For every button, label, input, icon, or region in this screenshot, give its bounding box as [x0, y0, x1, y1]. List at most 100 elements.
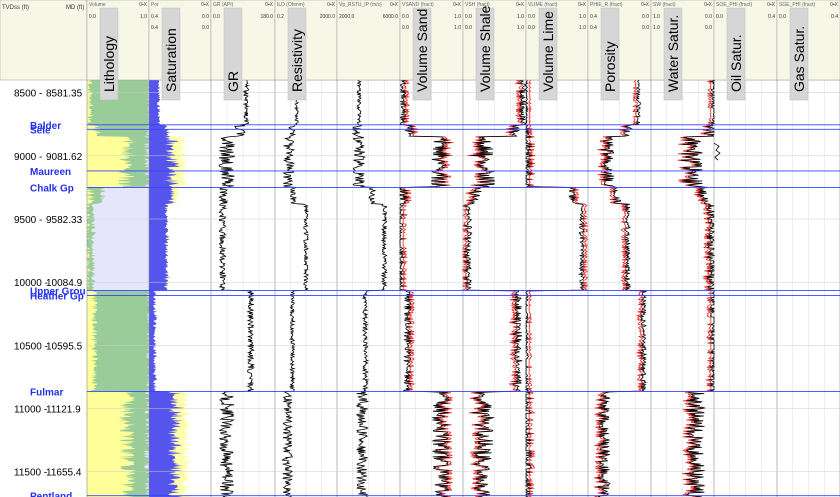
tvdss-tick-label: 11500 - — [14, 468, 47, 479]
track-title-box — [161, 7, 181, 101]
track-curve-name: GR (API) — [213, 2, 234, 8]
tvdss-tick-label: 9500 - — [14, 215, 42, 226]
tvdss-tick-label: 8500 - — [14, 89, 42, 100]
track-scale-max: 0.0 — [705, 14, 712, 20]
sw-red-curve — [677, 79, 713, 497]
track-title-box — [726, 7, 746, 101]
track-header-box — [713, 0, 778, 81]
track-flags: 0▪X — [139, 2, 148, 8]
track-curve-name: SGE_PHI (fract) — [779, 2, 815, 8]
track-scale-max: 0.4 — [831, 14, 838, 20]
track-title: Water Satur. — [665, 15, 681, 92]
track-curve-name: ILD (Ohmm) — [277, 2, 305, 8]
track-title-box — [663, 7, 683, 101]
track-flags: 0▪X — [390, 2, 399, 8]
track-scale-max: 180.0 — [260, 14, 273, 20]
track-title: Volume Sand — [414, 9, 430, 92]
track-scale-max: 1.0 — [140, 14, 147, 20]
tvdss-tick-label: 11000 - — [14, 405, 47, 416]
track-scale2-max: 1.0 — [517, 25, 524, 31]
track-scale2-min: 1.0 — [653, 25, 660, 31]
oil-saturation-curve — [713, 142, 721, 161]
track-curve-name: Por — [151, 2, 159, 8]
track-flags: 0▪X — [265, 2, 274, 8]
md-tick-label: 10595.5 — [46, 341, 83, 352]
track-curve-name: Volume — [89, 2, 106, 8]
gr-curve — [218, 79, 255, 497]
track-header-box — [210, 0, 276, 81]
top-label: Maureen — [30, 167, 71, 178]
depth-column-title: TVDss (ft) — [2, 5, 29, 11]
lithology-lime-fill — [90, 80, 149, 497]
resistivity-curve — [281, 79, 310, 497]
md-tick-label: 11121.9 — [46, 405, 81, 416]
track-curve-name: Vp_RSTU_IP (m/s) — [339, 2, 382, 8]
vlime-red-curve — [527, 79, 589, 497]
top-label: Upper Grou — [30, 286, 86, 297]
md-column-title: MD (ft) — [66, 5, 84, 11]
md-tick-label: 10084.9 — [46, 278, 83, 289]
track-title-box — [789, 7, 809, 101]
md-tick-label: 8581.35 — [46, 89, 83, 100]
porosity-curve — [597, 79, 648, 497]
track-flags: 0▪X — [641, 2, 650, 8]
track-scale2-max: 0.0 — [202, 25, 209, 31]
track-curve-name: PHIE_R (fract) — [590, 2, 623, 8]
track-scale-max: 2000.0 — [320, 14, 336, 20]
top-label: Chalk Gp — [30, 183, 74, 194]
track-curve-name: SW (fract) — [653, 2, 676, 8]
track-header-box — [587, 0, 652, 81]
track-header-box — [462, 0, 527, 81]
track-scale-min: 0.0 — [465, 14, 472, 20]
depth-axis-layer: 8500 - 8581.35 9000 - 9081.62 9500 - 9582.33 1… — [14, 89, 83, 479]
sw-curve — [680, 79, 716, 497]
curves-layer — [218, 79, 721, 497]
track-flags: 0▪X — [201, 2, 210, 8]
vp-curve — [351, 79, 388, 497]
track-title-box — [99, 7, 119, 101]
track-scale2-min: 0.4 — [151, 25, 158, 31]
track-header-box — [650, 0, 715, 81]
track-scale2-min: 0.0 — [528, 25, 535, 31]
track-title-box — [223, 7, 243, 101]
track-title: Volume Lime — [540, 11, 556, 92]
track-scale2-min: 0.0 — [402, 25, 409, 31]
track-scale-min: 0.4 — [151, 14, 158, 20]
track-scale-min: 0.0 — [402, 14, 409, 20]
track-scale2-max: 1.0 — [454, 25, 461, 31]
track-scale-max: 1.0 — [517, 14, 524, 20]
track-scale-max: 1.0 — [454, 14, 461, 20]
md-tick-label: 9582.33 — [46, 215, 83, 226]
track-scale-min: 2000.0 — [339, 14, 355, 20]
track-title-box — [412, 7, 432, 101]
track-title: Resistivity — [289, 29, 305, 92]
track-title: Gas Satur. — [791, 26, 807, 92]
saturation-water-fill — [149, 80, 185, 497]
track-flags: 0▪X — [327, 2, 336, 8]
track-flags: 0▪X — [704, 2, 713, 8]
track-flags: 0▪X — [453, 2, 462, 8]
track-scale-max: 1.0 — [579, 14, 586, 20]
track-title-box — [538, 7, 558, 101]
track-scale-max: 0.4 — [768, 14, 775, 20]
track-flags: 0▪X — [516, 2, 525, 8]
track-scale2-max: 1.0 — [579, 25, 586, 31]
md-tick-label: 9081.62 — [46, 152, 83, 163]
porosity-red-curve — [593, 79, 645, 497]
track-title: Volume Shale — [477, 5, 493, 92]
track-scale-min: 0.0 — [213, 14, 220, 20]
tvdss-tick-label: 9000 - — [14, 152, 42, 163]
vshale-curve — [462, 79, 527, 497]
tvdss-tick-label: 10000 - — [14, 278, 48, 289]
track-title: Lithology — [101, 36, 117, 92]
track-header-box — [776, 0, 840, 81]
track-flags: 0▪X — [767, 2, 776, 8]
track-scale2-min: 0.4 — [590, 25, 597, 31]
track-scale-min: 0.0 — [716, 14, 723, 20]
lithology-sand-fill — [87, 80, 137, 497]
track-flags: 0▪X — [830, 2, 839, 8]
track-header-box — [336, 0, 401, 81]
top-label: Heather Gp — [30, 292, 84, 303]
